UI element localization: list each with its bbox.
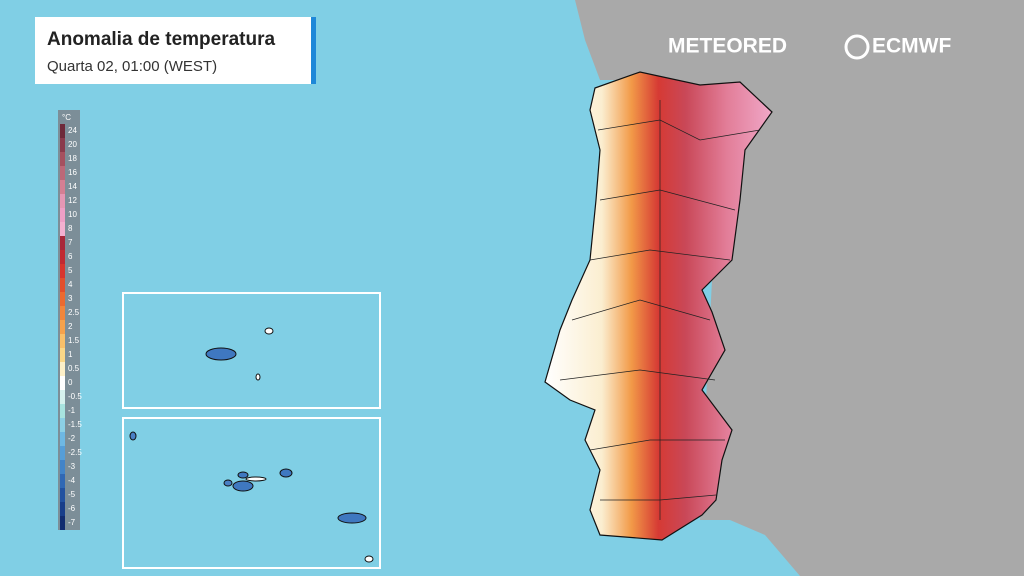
legend-label: -5: [68, 490, 76, 499]
legend-label: 10: [68, 210, 77, 219]
legend-label: 6: [68, 252, 73, 261]
legend-swatch: [60, 306, 65, 320]
legend-label: 4: [68, 280, 73, 289]
legend-label: -4: [68, 476, 76, 485]
district-borders: [559, 100, 761, 520]
legend-swatch: [60, 362, 65, 376]
legend-label: 2.5: [68, 308, 80, 317]
madeira-inset: [122, 292, 381, 409]
legend-label: 0.5: [68, 364, 80, 373]
legend-swatch: [60, 180, 65, 194]
legend-unit: °C: [62, 113, 71, 122]
legend-swatch: [60, 124, 65, 138]
title: Anomalia de temperatura: [47, 29, 275, 50]
meteored-logo: METEORED: [668, 35, 787, 58]
legend-swatch: [60, 516, 65, 530]
legend-swatch: [60, 320, 65, 334]
legend-swatch: [60, 152, 65, 166]
legend-label: -1.5: [68, 420, 82, 429]
legend-swatch: [60, 432, 65, 446]
legend-label: -2.5: [68, 448, 82, 457]
legend-label: 1.5: [68, 336, 80, 345]
legend-label: -0.5: [68, 392, 82, 401]
legend: 24 20 18 16 14 12 10 8 7 6 5 4 3 2.5 2 1.5 1 0.5 0 -0.5 -1 -1…: [60, 124, 82, 530]
legend-label: -3: [68, 462, 76, 471]
ecmwf-icon: [844, 34, 870, 60]
legend-swatch: [60, 460, 65, 474]
legend-label: 20: [68, 140, 77, 149]
legend-swatch: [60, 292, 65, 306]
legend-label: -7: [68, 518, 76, 527]
legend-label: 14: [68, 182, 77, 191]
legend-swatch: [60, 502, 65, 516]
legend-swatch: [60, 474, 65, 488]
legend-swatch: [60, 278, 65, 292]
ecmwf-logo: ECMWF: [872, 35, 951, 58]
legend-label: 2: [68, 322, 73, 331]
legend-label: 7: [68, 238, 73, 247]
legend-swatch: [60, 446, 65, 460]
legend-swatch: [60, 348, 65, 362]
legend-label: 5: [68, 266, 73, 275]
islands: [129, 327, 374, 563]
legend-label: 1: [68, 350, 73, 359]
title-accent: [311, 17, 316, 84]
legend-swatch: [60, 418, 65, 432]
legend-label: -6: [68, 504, 76, 513]
legend-label: -1: [68, 406, 76, 415]
legend-swatch: [60, 488, 65, 502]
title-box: [35, 17, 315, 84]
legend-label: 18: [68, 154, 77, 163]
legend-swatch: [60, 208, 65, 222]
spain-land: [575, 0, 1024, 576]
legend-label: 8: [68, 224, 73, 233]
legend-swatch: [60, 222, 65, 236]
legend-label: 24: [68, 126, 77, 135]
legend-label: 0: [68, 378, 73, 387]
azores-inset: [122, 417, 381, 569]
legend-swatch: [60, 376, 65, 390]
legend-swatch: [60, 390, 65, 404]
legend-swatch: [60, 236, 65, 250]
legend-label: 3: [68, 294, 73, 303]
legend-swatch: [60, 166, 65, 180]
legend-swatch: [60, 250, 65, 264]
legend-swatch: [60, 334, 65, 348]
legend-swatch: [60, 194, 65, 208]
legend-swatch: [60, 264, 65, 278]
legend-label: -2: [68, 434, 76, 443]
legend-label: 16: [68, 168, 77, 177]
legend-swatch: [60, 404, 65, 418]
legend-label: 12: [68, 196, 77, 205]
subtitle: Quarta 02, 01:00 (WEST): [47, 58, 217, 75]
portugal-anomaly: [544, 71, 773, 541]
legend-swatch: [60, 138, 65, 152]
